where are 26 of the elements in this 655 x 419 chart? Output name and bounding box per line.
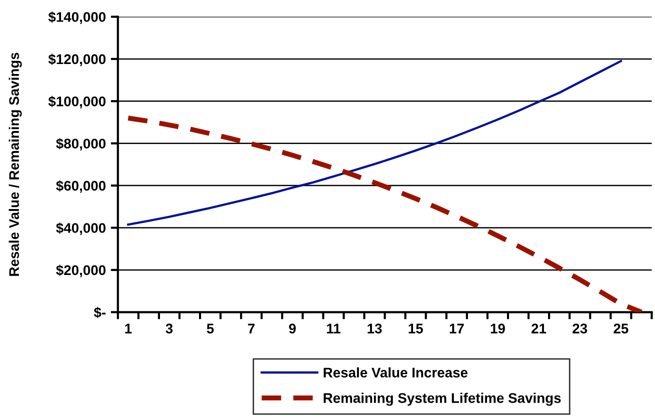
- x-tick-label: 19: [490, 324, 505, 334]
- y-tick-label: $100,000: [48, 96, 106, 108]
- x-tick-label: 5: [206, 324, 214, 334]
- y-tick-label: $140,000: [48, 11, 106, 24]
- legend-label: Remaining System Lifetime Savings: [324, 392, 561, 406]
- y-tick-label: $60,000: [56, 180, 106, 193]
- x-tick-label: 7: [248, 324, 255, 334]
- x-tick-label: 17: [450, 324, 464, 334]
- x-tick-label: 15: [408, 324, 423, 334]
- x-tick-label: 25: [614, 324, 628, 334]
- legend-label: Resale Value Increase: [324, 367, 468, 378]
- x-tick-label: 13: [368, 324, 382, 334]
- y-tick-label: $40,000: [56, 222, 106, 235]
- y-tick-label: $120,000: [48, 54, 106, 66]
- y-axis-title: Resale Value / Remaining Savings: [8, 52, 22, 276]
- x-tick-label: 1: [125, 324, 132, 334]
- x-tick-label: 9: [289, 324, 296, 334]
- y-tick-label: $20,000: [56, 264, 106, 278]
- x-tick-label: 11: [327, 324, 340, 334]
- x-tick-label: 3: [166, 324, 173, 334]
- x-tick-label: 21: [532, 324, 546, 334]
- line-series: [126, 116, 644, 312]
- line-series: [127, 60, 622, 226]
- x-tick-label: 23: [572, 324, 588, 334]
- y-tick-label: $80,000: [56, 138, 106, 151]
- y-tick-label: $-: [94, 306, 106, 318]
